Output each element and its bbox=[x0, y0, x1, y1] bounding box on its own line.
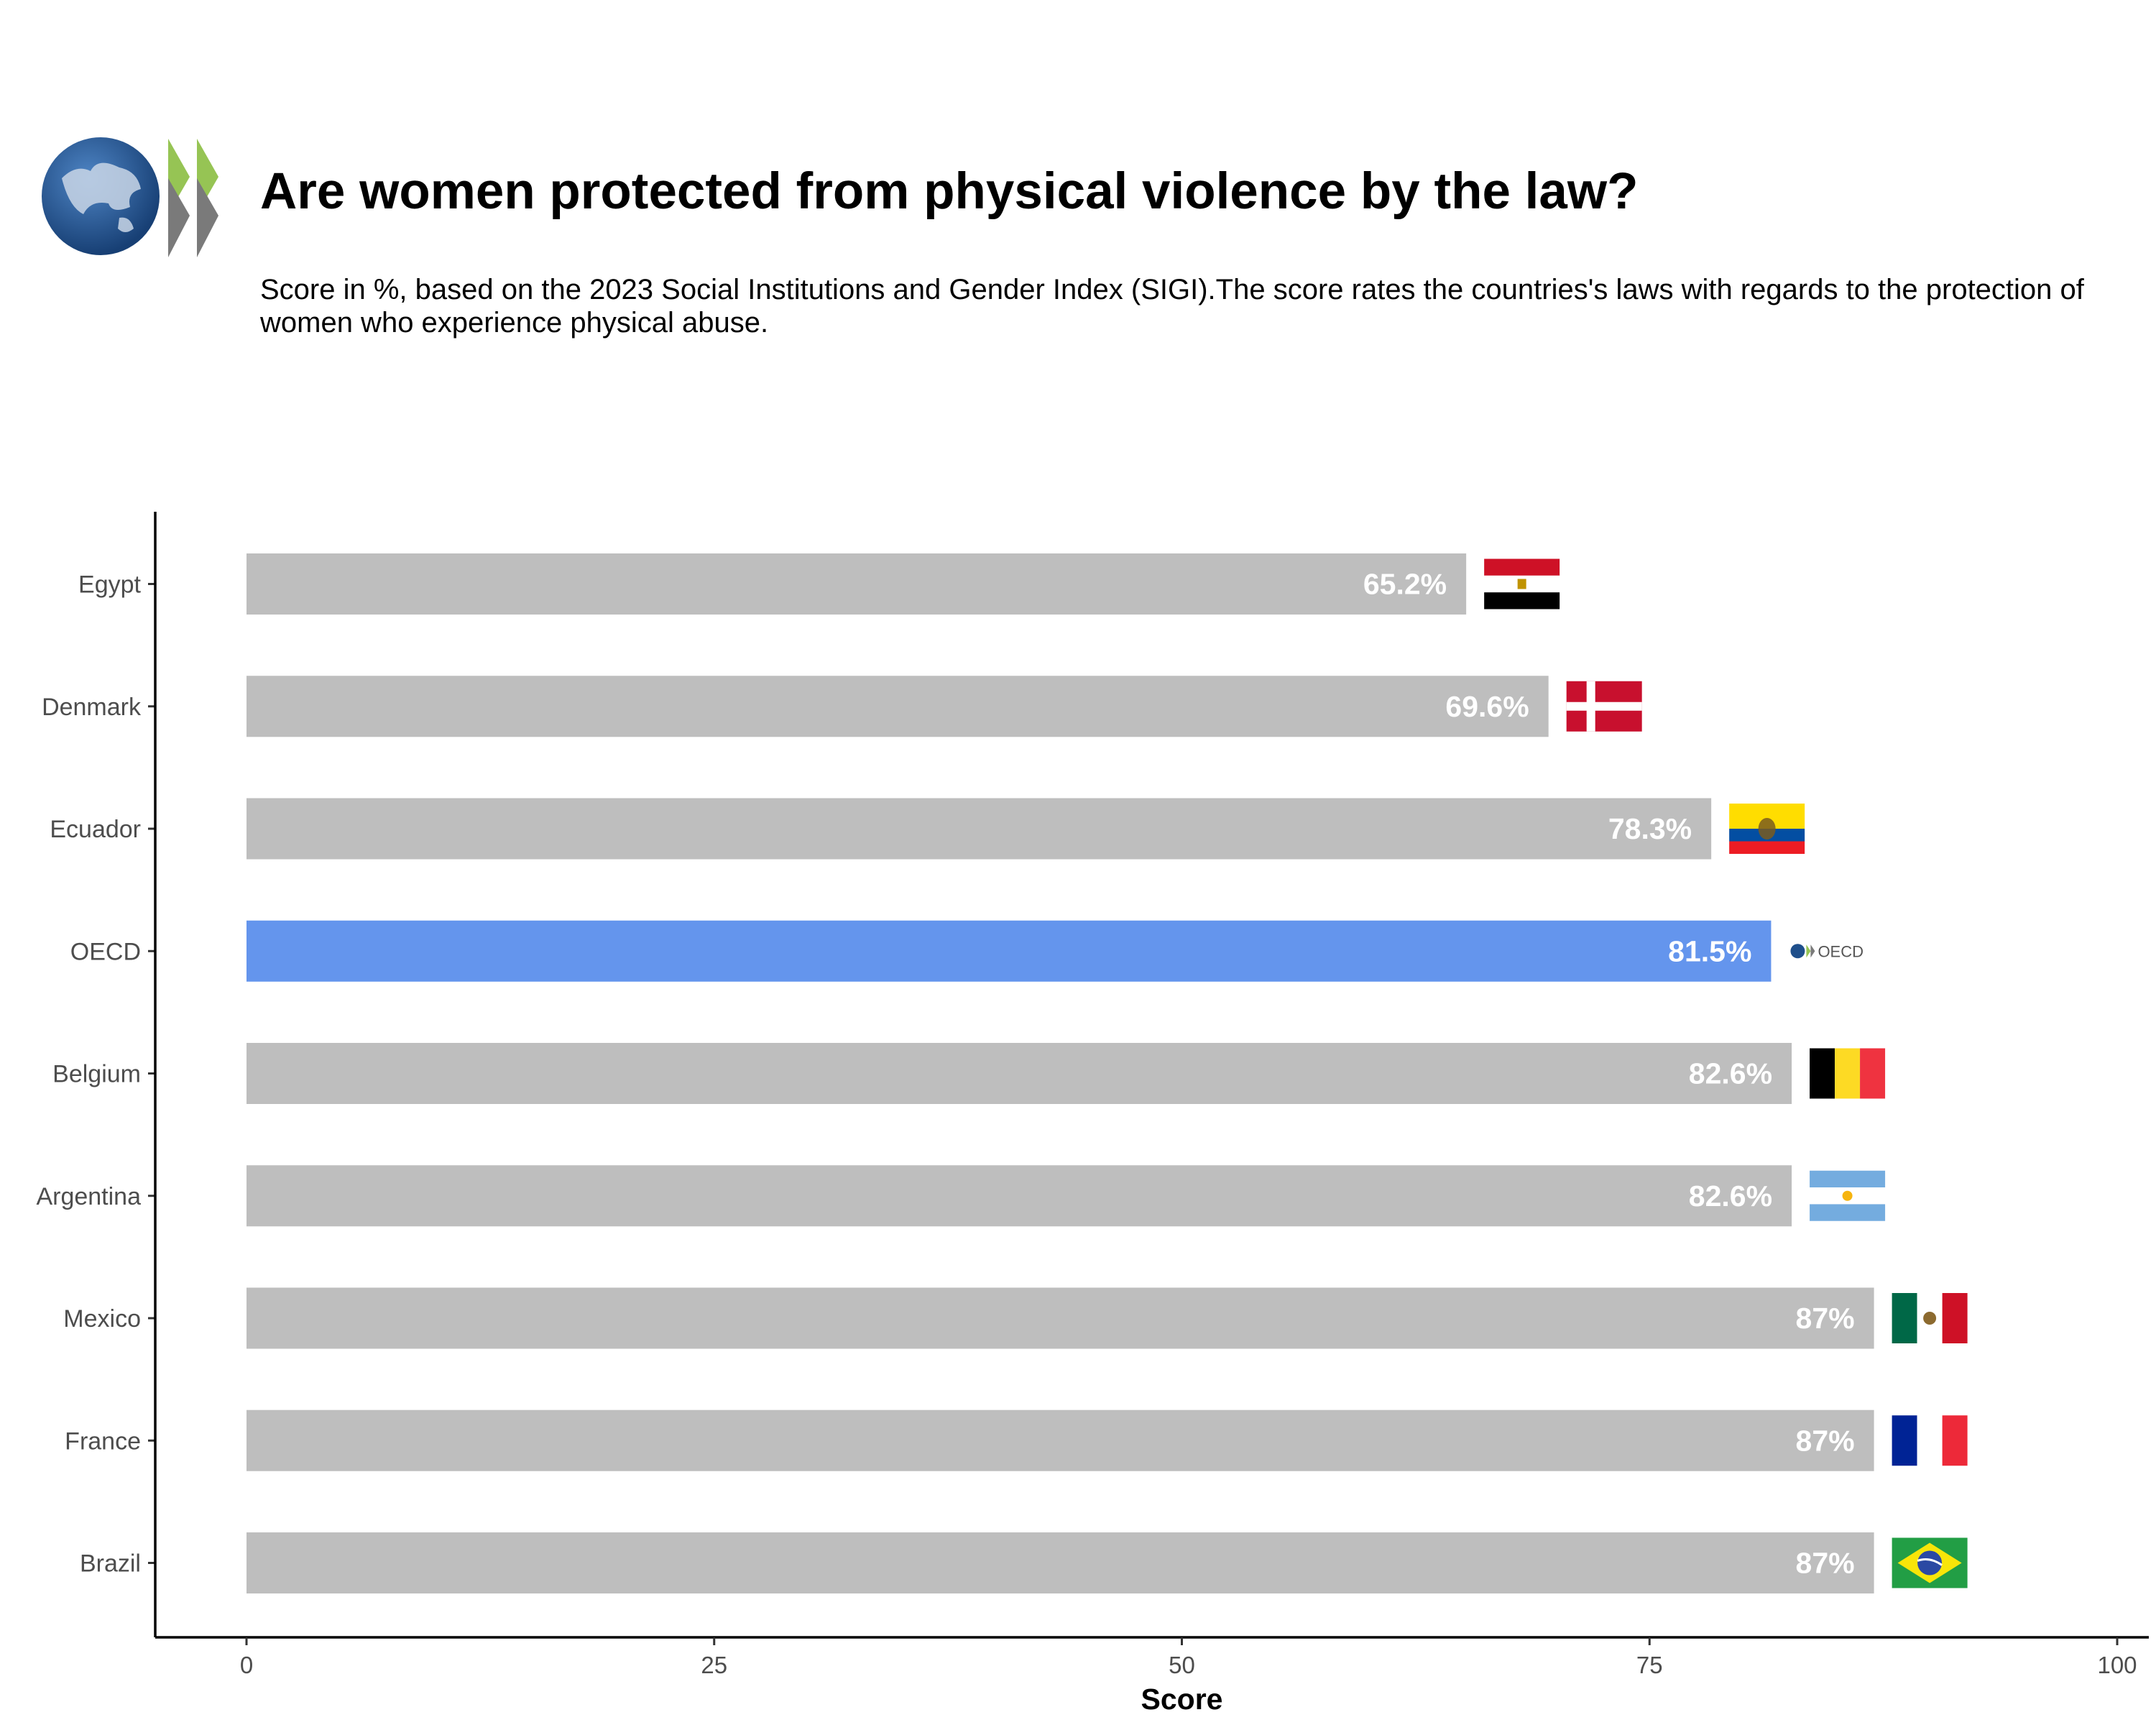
value-label: 65.2% bbox=[1363, 568, 1447, 601]
belgium-flag-icon bbox=[1810, 1048, 1886, 1099]
value-label: 82.6% bbox=[1689, 1179, 1772, 1213]
x-tick-label: 100 bbox=[2097, 1652, 2137, 1678]
chart-subtitle: Score in %, based on the 2023 Social Ins… bbox=[260, 274, 2084, 339]
category-label: Egypt bbox=[78, 571, 141, 599]
bar-egypt bbox=[247, 553, 1467, 615]
category-label: Brazil bbox=[80, 1550, 141, 1578]
oecd-logo-icon bbox=[42, 137, 218, 257]
chart-title: Are women protected from physical violen… bbox=[260, 163, 1639, 220]
oecd-logo-icon: OECD bbox=[1790, 942, 1864, 960]
svg-text:OECD: OECD bbox=[1818, 942, 1864, 960]
x-tick-label: 0 bbox=[240, 1652, 253, 1678]
bar-oecd bbox=[247, 920, 1772, 982]
category-label: Argentina bbox=[36, 1183, 141, 1210]
value-label: 87% bbox=[1796, 1547, 1855, 1580]
category-label: Ecuador bbox=[50, 816, 141, 843]
bar-france bbox=[247, 1409, 1874, 1471]
category-label: Mexico bbox=[63, 1305, 141, 1333]
value-label: 82.6% bbox=[1689, 1057, 1772, 1090]
ecuador-flag-icon bbox=[1729, 804, 1805, 854]
category-label: Belgium bbox=[52, 1061, 141, 1088]
brazil-flag-icon bbox=[1892, 1537, 1968, 1588]
bar-argentina bbox=[247, 1165, 1792, 1227]
bar-brazil bbox=[247, 1532, 1874, 1593]
x-tick-label: 25 bbox=[701, 1652, 727, 1678]
category-label: OECD bbox=[70, 938, 141, 965]
bar-belgium bbox=[247, 1043, 1792, 1104]
egypt-flag-icon bbox=[1484, 558, 1560, 610]
x-tick-label: 50 bbox=[1169, 1652, 1195, 1678]
value-label: 81.5% bbox=[1668, 934, 1751, 967]
category-label: France bbox=[65, 1427, 141, 1455]
value-label: 87% bbox=[1796, 1302, 1855, 1335]
bar-ecuador bbox=[247, 798, 1712, 860]
bar-denmark bbox=[247, 676, 1549, 737]
value-label: 78.3% bbox=[1608, 812, 1692, 845]
x-axis-title: Score bbox=[1141, 1683, 1223, 1716]
bar-mexico bbox=[247, 1287, 1874, 1349]
value-label: 69.6% bbox=[1445, 690, 1529, 723]
mexico-flag-icon bbox=[1892, 1293, 1968, 1343]
x-tick-label: 75 bbox=[1636, 1652, 1663, 1678]
argentina-flag-icon bbox=[1810, 1170, 1886, 1221]
value-label: 87% bbox=[1796, 1424, 1855, 1457]
category-label: Denmark bbox=[42, 694, 142, 721]
france-flag-icon bbox=[1892, 1415, 1968, 1466]
denmark-flag-icon bbox=[1566, 681, 1642, 732]
